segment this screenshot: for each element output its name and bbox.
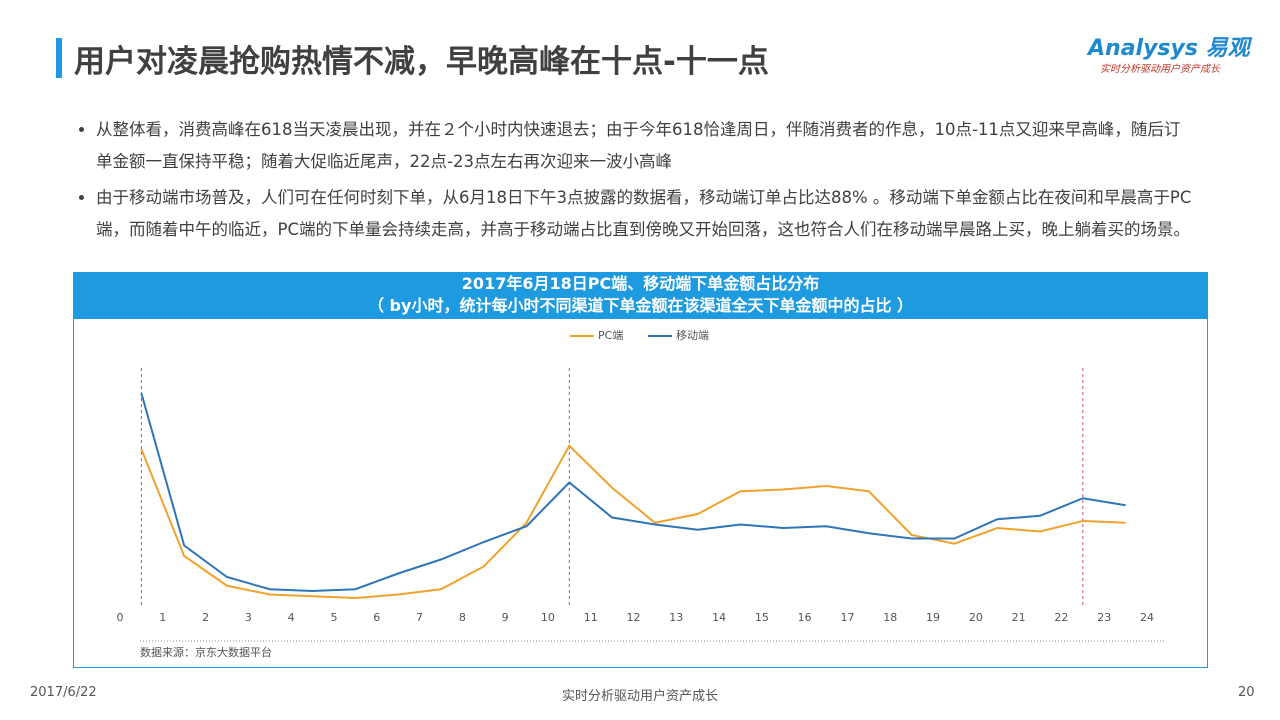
x-tick-label: 21 — [1012, 611, 1026, 624]
title-accent — [56, 38, 62, 78]
x-tick-label: 14 — [712, 611, 726, 624]
chart-header: 2017年6月18日PC端、移动端下单金额占比分布 （ by小时，统计每小时不同渠… — [73, 272, 1208, 319]
x-tick-label: 19 — [926, 611, 940, 624]
x-tick-label: 6 — [373, 611, 380, 624]
logo-cn: 易观 — [1205, 36, 1250, 61]
tagline: 实时分析驱动用户资产成长 — [1100, 64, 1220, 75]
bullet: 由于移动端市场普及，人们可在任何时刻下单，从6月18日下午3点披露的数据看，移动… — [96, 182, 1196, 246]
x-tick-label: 9 — [502, 611, 509, 624]
x-tick-label: 17 — [840, 611, 854, 624]
x-tick-label: 3 — [245, 611, 252, 624]
x-tick-label: 5 — [330, 611, 337, 624]
x-tick-label: 23 — [1097, 611, 1111, 624]
x-tick-label: 2 — [202, 611, 209, 624]
x-tick-label: 20 — [969, 611, 983, 624]
chart-subtitle: （ by小时，统计每小时不同渠道下单金额在该渠道全天下单金额中的占比 ） — [367, 296, 914, 315]
x-tick-label: 0 — [117, 611, 124, 624]
footer-date: 2017/6/22 — [30, 685, 97, 700]
x-tick-label: 10 — [541, 611, 555, 624]
series-line — [140, 444, 1126, 600]
series-line — [140, 392, 1126, 593]
slide-title: 用户对凌晨抢购热情不减，早晚高峰在十点-十一点 — [74, 44, 769, 80]
source-note: 数据来源：京东大数据平台 — [140, 645, 272, 659]
x-tick-label: 4 — [288, 611, 295, 624]
legend-label: PC端 — [598, 329, 623, 342]
x-tick-label: 11 — [584, 611, 598, 624]
x-tick-label: 8 — [459, 611, 466, 624]
logo: Analysys 易观 — [1088, 30, 1250, 62]
x-tick-label: 13 — [669, 611, 683, 624]
chart-frame — [73, 318, 1208, 668]
legend-label: 移动端 — [676, 329, 709, 342]
logo-text: Analysys — [1088, 36, 1198, 61]
footer-slogan: 实时分析驱动用户资产成长 — [561, 689, 718, 704]
page-number: 20 — [1238, 685, 1255, 700]
bullets: 从整体看，消费高峰在618当天凌晨出现，并在２个小时内快速退去；由于今年618恰… — [76, 114, 1196, 250]
x-tick-label: 15 — [755, 611, 769, 624]
x-tick-label: 18 — [883, 611, 897, 624]
x-tick-label: 24 — [1140, 611, 1154, 624]
x-tick-label: 7 — [416, 611, 423, 624]
x-tick-label: 1 — [159, 611, 166, 624]
bullet: 从整体看，消费高峰在618当天凌晨出现，并在２个小时内快速退去；由于今年618恰… — [96, 114, 1196, 178]
chart-title: 2017年6月18日PC端、移动端下单金额占比分布 — [461, 274, 820, 293]
x-tick-label: 16 — [798, 611, 812, 624]
x-tick-label: 12 — [627, 611, 641, 624]
x-tick-label: 22 — [1054, 611, 1068, 624]
